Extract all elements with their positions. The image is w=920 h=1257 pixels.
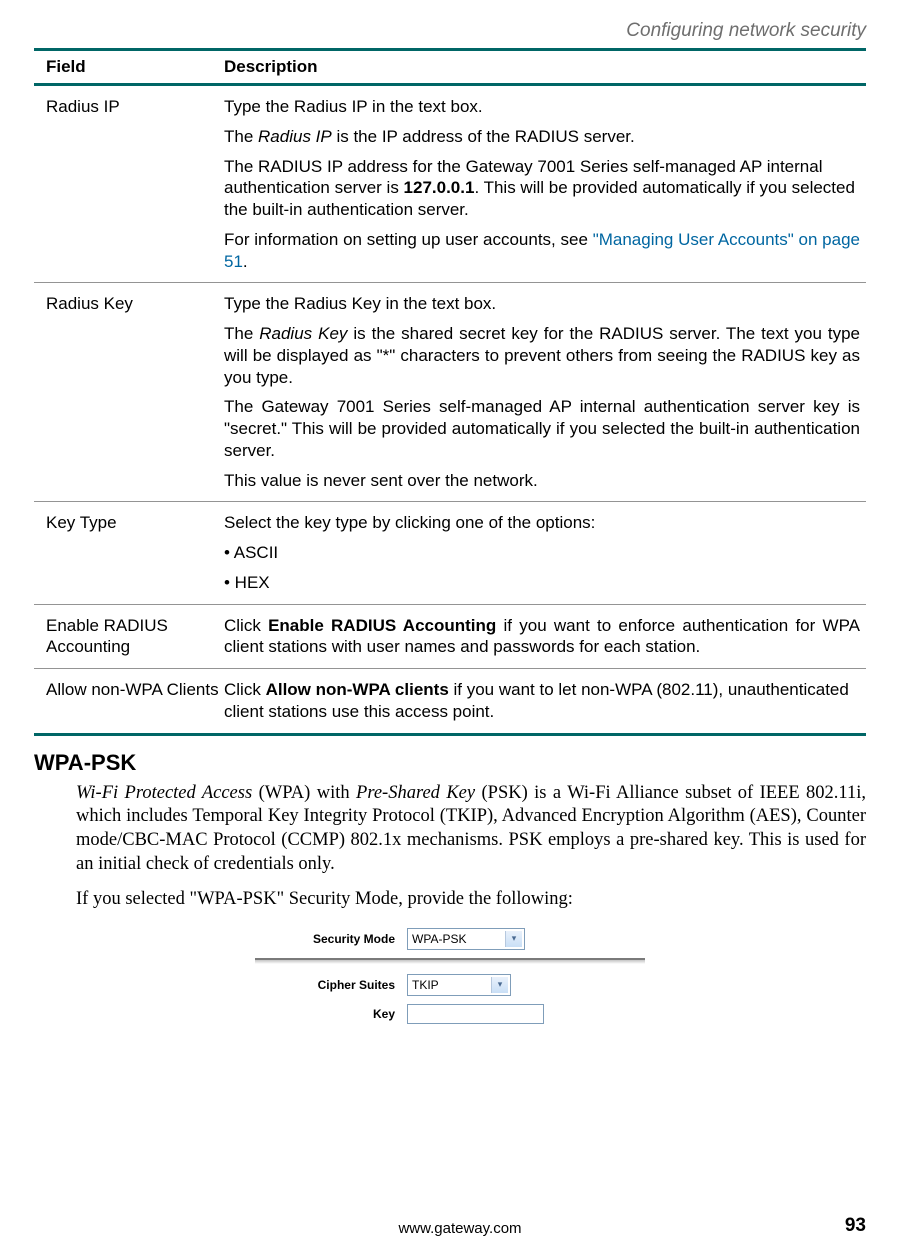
select-cipher-suites[interactable]: TKIP ▾ [407,974,511,996]
desc-key-type: Select the key type by clicking one of t… [224,512,866,593]
desc-text: Click Enable RADIUS Accounting if you wa… [224,615,860,659]
label-cipher-suites: Cipher Suites [255,978,407,992]
bullet-ascii: • ASCII [224,542,860,564]
paragraph-wpa-psk-intro: Wi-Fi Protected Access (WPA) with Pre-Sh… [76,782,866,877]
page-number: 93 [845,1215,866,1237]
table-row: Allow non-WPA Clients Click Allow non-WP… [34,669,866,733]
text-italic: Wi-Fi Protected Access [76,783,252,803]
field-key-type: Key Type [46,512,224,593]
text-italic: Pre-Shared Key [356,783,475,803]
ss-row-key: Key [255,1004,645,1024]
desc-radius-ip: Type the Radius IP in the text box. The … [224,96,866,272]
footer-url: www.gateway.com [398,1220,521,1237]
ss-row-security-mode: Security Mode WPA-PSK ▾ [255,928,645,950]
col-header-description: Description [224,57,866,77]
heading-wpa-psk: WPA-PSK [34,750,866,776]
field-enable-radius-acct: Enable RADIUS Accounting [46,615,224,659]
text: Click [224,616,268,635]
text-italic: Radius IP [258,127,332,146]
ui-screenshot: Security Mode WPA-PSK ▾ Cipher Suites TK… [255,928,645,1024]
desc-text: Select the key type by clicking one of t… [224,512,860,534]
text: The [224,127,258,146]
desc-radius-key: Type the Radius Key in the text box. The… [224,293,866,491]
desc-text: The Radius Key is the shared secret key … [224,323,860,388]
text: . [243,252,248,271]
text: The [224,324,259,343]
desc-text: The RADIUS IP address for the Gateway 70… [224,156,860,221]
table-row: Key Type Select the key type by clicking… [34,502,866,603]
field-allow-nonwpa: Allow non-WPA Clients [46,679,224,723]
section-header: Configuring network security [626,20,866,42]
desc-allow-nonwpa: Click Allow non-WPA clients if you want … [224,679,866,723]
text-bold: Allow non-WPA clients [266,680,449,699]
text: Click [224,680,266,699]
desc-text: Type the Radius IP in the text box. [224,96,860,118]
text-bold: 127.0.0.1 [404,178,475,197]
paragraph-wpa-psk-instruct: If you selected "WPA-PSK" Security Mode,… [76,888,866,912]
select-security-mode[interactable]: WPA-PSK ▾ [407,928,525,950]
col-header-field: Field [46,57,224,77]
table-bottom-rule [34,733,866,736]
desc-text: The Radius IP is the IP address of the R… [224,126,860,148]
desc-text: Type the Radius Key in the text box. [224,293,860,315]
label-security-mode: Security Mode [255,932,407,946]
text: is the IP address of the RADIUS server. [332,127,635,146]
desc-text: The Gateway 7001 Series self-managed AP … [224,396,860,461]
ss-row-cipher: Cipher Suites TKIP ▾ [255,974,645,996]
field-radius-key: Radius Key [46,293,224,491]
table-row: Enable RADIUS Accounting Click Enable RA… [34,605,866,669]
desc-text: For information on setting up user accou… [224,229,860,273]
text-bold: Enable RADIUS Accounting [268,616,496,635]
field-radius-ip: Radius IP [46,96,224,272]
desc-text: This value is never sent over the networ… [224,470,860,492]
text-italic: Radius Key [259,324,347,343]
ss-divider [255,958,645,964]
table-row: Radius Key Type the Radius Key in the te… [34,283,866,501]
input-key[interactable] [407,1004,544,1024]
desc-enable-radius-acct: Click Enable RADIUS Accounting if you wa… [224,615,866,659]
field-description-table: Field Description Radius IP Type the Rad… [34,48,866,736]
label-key: Key [255,1007,407,1021]
select-value: TKIP [412,978,439,992]
text: For information on setting up user accou… [224,230,593,249]
table-row: Radius IP Type the Radius IP in the text… [34,86,866,282]
text: (WPA) with [252,783,356,803]
bullet-hex: • HEX [224,572,860,594]
table-header-row: Field Description [34,51,866,83]
chevron-down-icon: ▾ [491,977,508,993]
select-value: WPA-PSK [412,932,466,946]
chevron-down-icon: ▾ [505,931,522,947]
desc-text: Click Allow non-WPA clients if you want … [224,679,860,723]
page-footer: www.gateway.com 93 [0,1220,920,1237]
